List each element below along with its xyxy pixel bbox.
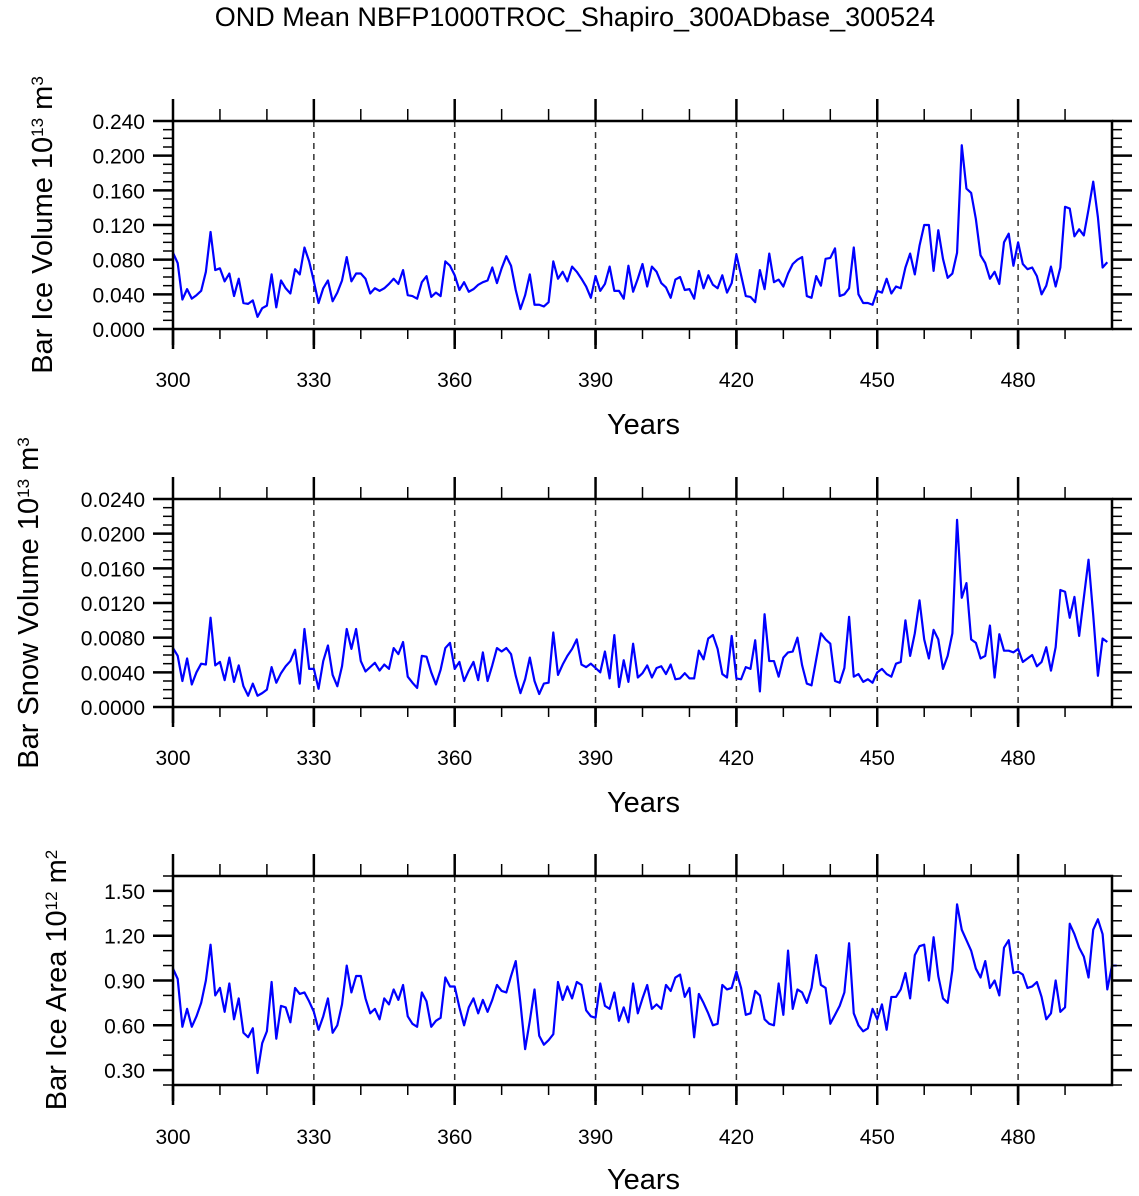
y-axis-label-unit: m [27, 86, 59, 118]
x-tick-label: 480 [1001, 747, 1036, 770]
x-tick-label: 450 [860, 369, 895, 392]
x-tick-label: 420 [719, 747, 754, 770]
x-tick-label: 420 [719, 1126, 754, 1149]
x-tick-label: 360 [437, 369, 472, 392]
x-tick-label: 330 [296, 747, 331, 770]
y-tick-label: 0.90 [104, 971, 145, 994]
y-tick-label: 0.0120 [81, 593, 145, 616]
data-series-line [172, 518, 1108, 697]
panel-3: 300 330 360 390 420 450 480 0.30 0.60 0.90 1.20 1.5… [41, 850, 1132, 1196]
x-tick-label: 480 [1001, 369, 1036, 392]
y-axis-label-main: Bar Ice Volume 10 [27, 137, 59, 374]
y-tick-label: 0.0160 [81, 558, 145, 581]
y-axis-label-unit: m [13, 447, 45, 479]
y-axis-label-unit-exponent: 3 [28, 76, 47, 85]
y-tick-label: 0.0080 [81, 628, 145, 651]
y-axis-label-exponent: 13 [28, 118, 47, 137]
y-tick-label: 0.120 [92, 215, 145, 238]
y-axis-label-unit: m [41, 859, 73, 891]
y-tick-label: 1.50 [104, 881, 145, 904]
x-axis-label: Years [607, 1164, 680, 1196]
y-axis-label-unit-exponent: 3 [14, 437, 33, 446]
panel-2: 300 330 360 390 420 450 480 0.0000 0.0040 0.0080 0… [13, 437, 1132, 819]
chart-title: OND Mean NBFP1000TROC_Shapiro_300ADbase_… [215, 2, 935, 32]
x-tick-label: 420 [719, 369, 754, 392]
x-tick-label: 450 [860, 747, 895, 770]
x-tick-label: 300 [155, 369, 190, 392]
y-tick-label: 0.0000 [81, 697, 145, 720]
y-tick-label: 0.080 [92, 250, 145, 273]
x-tick-label: 390 [578, 747, 613, 770]
x-tick-label: 300 [155, 747, 190, 770]
y-axis-label-exponent: 12 [42, 891, 61, 910]
y-tick-label: 0.0240 [81, 489, 145, 512]
y-axis-label-unit-exponent: 2 [42, 850, 61, 859]
y-tick-label: 0.240 [92, 111, 145, 134]
y-tick-label: 0.000 [92, 319, 145, 342]
x-axis-label: Years [607, 787, 680, 819]
x-tick-label: 360 [437, 1126, 472, 1149]
y-tick-label: 0.160 [92, 180, 145, 203]
y-axis-label-exponent: 13 [14, 479, 33, 498]
y-tick-label: 0.040 [92, 284, 145, 307]
y-axis-label: Bar Ice Volume 1013 m3 [27, 76, 59, 374]
x-tick-label: 360 [437, 747, 472, 770]
data-series-line [171, 903, 1117, 1075]
x-tick-label: 390 [578, 369, 613, 392]
x-tick-label: 450 [860, 1126, 895, 1149]
x-tick-label: 330 [296, 1126, 331, 1149]
x-tick-label: 390 [578, 1126, 613, 1149]
x-tick-label: 480 [1001, 1126, 1036, 1149]
data-series-line [171, 144, 1109, 318]
panel-1: 300 330 360 390 420 450 480 0.000 0.040 0.080 0.12… [27, 76, 1132, 441]
x-tick-label: 300 [155, 1126, 190, 1149]
y-axis-label: Bar Ice Area 1012 m2 [41, 850, 73, 1111]
y-axis-label-main: Bar Ice Area 10 [41, 910, 73, 1110]
y-tick-label: 0.30 [104, 1060, 145, 1083]
y-tick-label: 0.60 [104, 1015, 145, 1038]
y-tick-label: 0.0040 [81, 662, 145, 685]
y-tick-label: 0.200 [92, 146, 145, 169]
y-axis-label: Bar Snow Volume 1013 m3 [13, 437, 45, 768]
y-tick-label: 1.20 [104, 926, 145, 949]
x-axis-label: Years [607, 409, 680, 441]
y-axis-label-main: Bar Snow Volume 10 [13, 498, 45, 769]
x-tick-label: 330 [296, 369, 331, 392]
y-tick-label: 0.0200 [81, 524, 145, 547]
